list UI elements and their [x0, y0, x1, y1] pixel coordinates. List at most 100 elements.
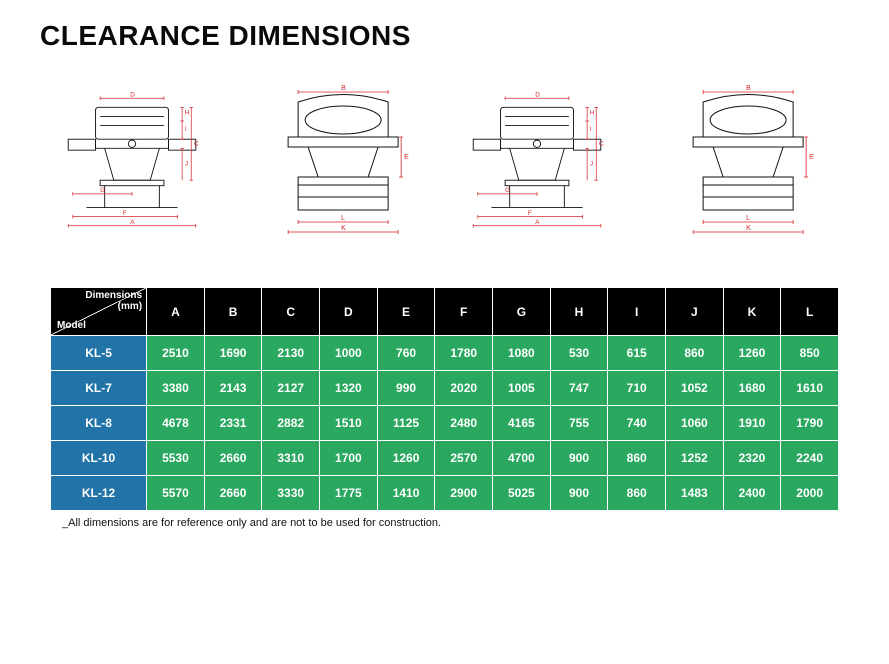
table-cell: 2320: [723, 441, 781, 476]
table-cell: 1700: [320, 441, 378, 476]
column-header: L: [781, 288, 839, 336]
table-cell: 5570: [147, 476, 205, 511]
dim-label-k: K: [746, 225, 751, 232]
table-cell: 990: [377, 371, 435, 406]
table-cell: 1510: [320, 406, 378, 441]
header-corner: Dimensions(mm) Model: [51, 288, 147, 336]
dim-label-e: E: [404, 154, 409, 161]
table-cell: 5025: [493, 476, 551, 511]
dim-label-c: C: [598, 141, 603, 148]
table-cell: 2000: [781, 476, 839, 511]
table-cell: 1780: [435, 336, 493, 371]
table-cell: 530: [550, 336, 608, 371]
header-corner-top: Dimensions(mm): [85, 290, 142, 312]
column-header: G: [493, 288, 551, 336]
table-cell: 5530: [147, 441, 205, 476]
column-header: E: [377, 288, 435, 336]
row-model: KL-10: [51, 441, 147, 476]
table-cell: 900: [550, 476, 608, 511]
table-cell: 1775: [320, 476, 378, 511]
table-cell: 4700: [493, 441, 551, 476]
dim-label-d: D: [535, 91, 540, 98]
column-header: H: [550, 288, 608, 336]
column-header: C: [262, 288, 320, 336]
table-cell: 615: [608, 336, 666, 371]
table-row: KL-8467823312882151011252480416575574010…: [51, 406, 839, 441]
column-header: K: [723, 288, 781, 336]
dim-label-b: B: [341, 85, 346, 92]
dim-label-c: C: [194, 141, 199, 148]
table-cell: 747: [550, 371, 608, 406]
table-cell: 900: [550, 441, 608, 476]
header-corner-bottom: Model: [57, 320, 86, 331]
table-body: KL-5251016902130100076017801080530615860…: [51, 336, 839, 511]
table-row: KL-7338021432127132099020201005747710105…: [51, 371, 839, 406]
table-cell: 2660: [204, 441, 262, 476]
table-cell: 1252: [666, 441, 724, 476]
table-cell: 2127: [262, 371, 320, 406]
column-header: F: [435, 288, 493, 336]
dim-label-d: D: [130, 91, 135, 98]
dim-label-i: I: [185, 126, 187, 133]
column-header: A: [147, 288, 205, 336]
table-cell: 740: [608, 406, 666, 441]
dimensions-table-wrap: Dimensions(mm) Model ABCDEFGHIJKL KL-525…: [50, 287, 839, 529]
table-cell: 3330: [262, 476, 320, 511]
table-header-row: Dimensions(mm) Model ABCDEFGHIJKL: [51, 288, 839, 336]
table-cell: 850: [781, 336, 839, 371]
footnote: _All dimensions are for reference only a…: [50, 517, 839, 529]
page-title: CLEARANCE DIMENSIONS: [40, 20, 849, 52]
drawing-front-2: B E L K: [657, 82, 839, 247]
dim-label-g: G: [100, 187, 105, 194]
row-model: KL-12: [51, 476, 147, 511]
table-cell: 2900: [435, 476, 493, 511]
table-cell: 1060: [666, 406, 724, 441]
table-cell: 1080: [493, 336, 551, 371]
dim-label-a: A: [130, 219, 135, 226]
table-cell: 2660: [204, 476, 262, 511]
dimensions-table: Dimensions(mm) Model ABCDEFGHIJKL KL-525…: [50, 287, 839, 511]
drawing-side-2: D H I C J G F A: [455, 82, 637, 247]
column-header: D: [320, 288, 378, 336]
drawings-row: D H I C J G F A: [40, 82, 849, 247]
table-cell: 1320: [320, 371, 378, 406]
table-cell: 1005: [493, 371, 551, 406]
table-cell: 4678: [147, 406, 205, 441]
table-cell: 860: [666, 336, 724, 371]
drawing-front-1: B E L K: [252, 82, 434, 247]
table-cell: 1610: [781, 371, 839, 406]
dim-label-l: L: [341, 215, 345, 222]
table-cell: 1052: [666, 371, 724, 406]
table-cell: 1000: [320, 336, 378, 371]
table-row: KL-1255702660333017751410290050259008601…: [51, 476, 839, 511]
table-cell: 760: [377, 336, 435, 371]
dim-label-i: I: [589, 126, 591, 133]
dim-label-j: J: [185, 161, 188, 168]
dim-label-h: H: [589, 110, 594, 117]
table-cell: 3380: [147, 371, 205, 406]
table-cell: 2331: [204, 406, 262, 441]
dim-label-f: F: [527, 210, 531, 217]
table-cell: 1790: [781, 406, 839, 441]
table-cell: 2020: [435, 371, 493, 406]
dim-label-e: E: [809, 154, 814, 161]
column-header: I: [608, 288, 666, 336]
table-row: KL-5251016902130100076017801080530615860…: [51, 336, 839, 371]
table-cell: 1260: [377, 441, 435, 476]
table-cell: 1910: [723, 406, 781, 441]
table-cell: 2480: [435, 406, 493, 441]
drawing-side-1: D H I C J G F A: [50, 82, 232, 247]
dim-label-k: K: [341, 225, 346, 232]
table-cell: 755: [550, 406, 608, 441]
dim-label-h: H: [185, 110, 190, 117]
table-cell: 1483: [666, 476, 724, 511]
row-model: KL-7: [51, 371, 147, 406]
table-cell: 1410: [377, 476, 435, 511]
row-model: KL-5: [51, 336, 147, 371]
table-cell: 860: [608, 441, 666, 476]
table-cell: 2882: [262, 406, 320, 441]
column-header: B: [204, 288, 262, 336]
dim-label-b: B: [746, 85, 751, 92]
row-model: KL-8: [51, 406, 147, 441]
dim-label-j: J: [589, 161, 592, 168]
